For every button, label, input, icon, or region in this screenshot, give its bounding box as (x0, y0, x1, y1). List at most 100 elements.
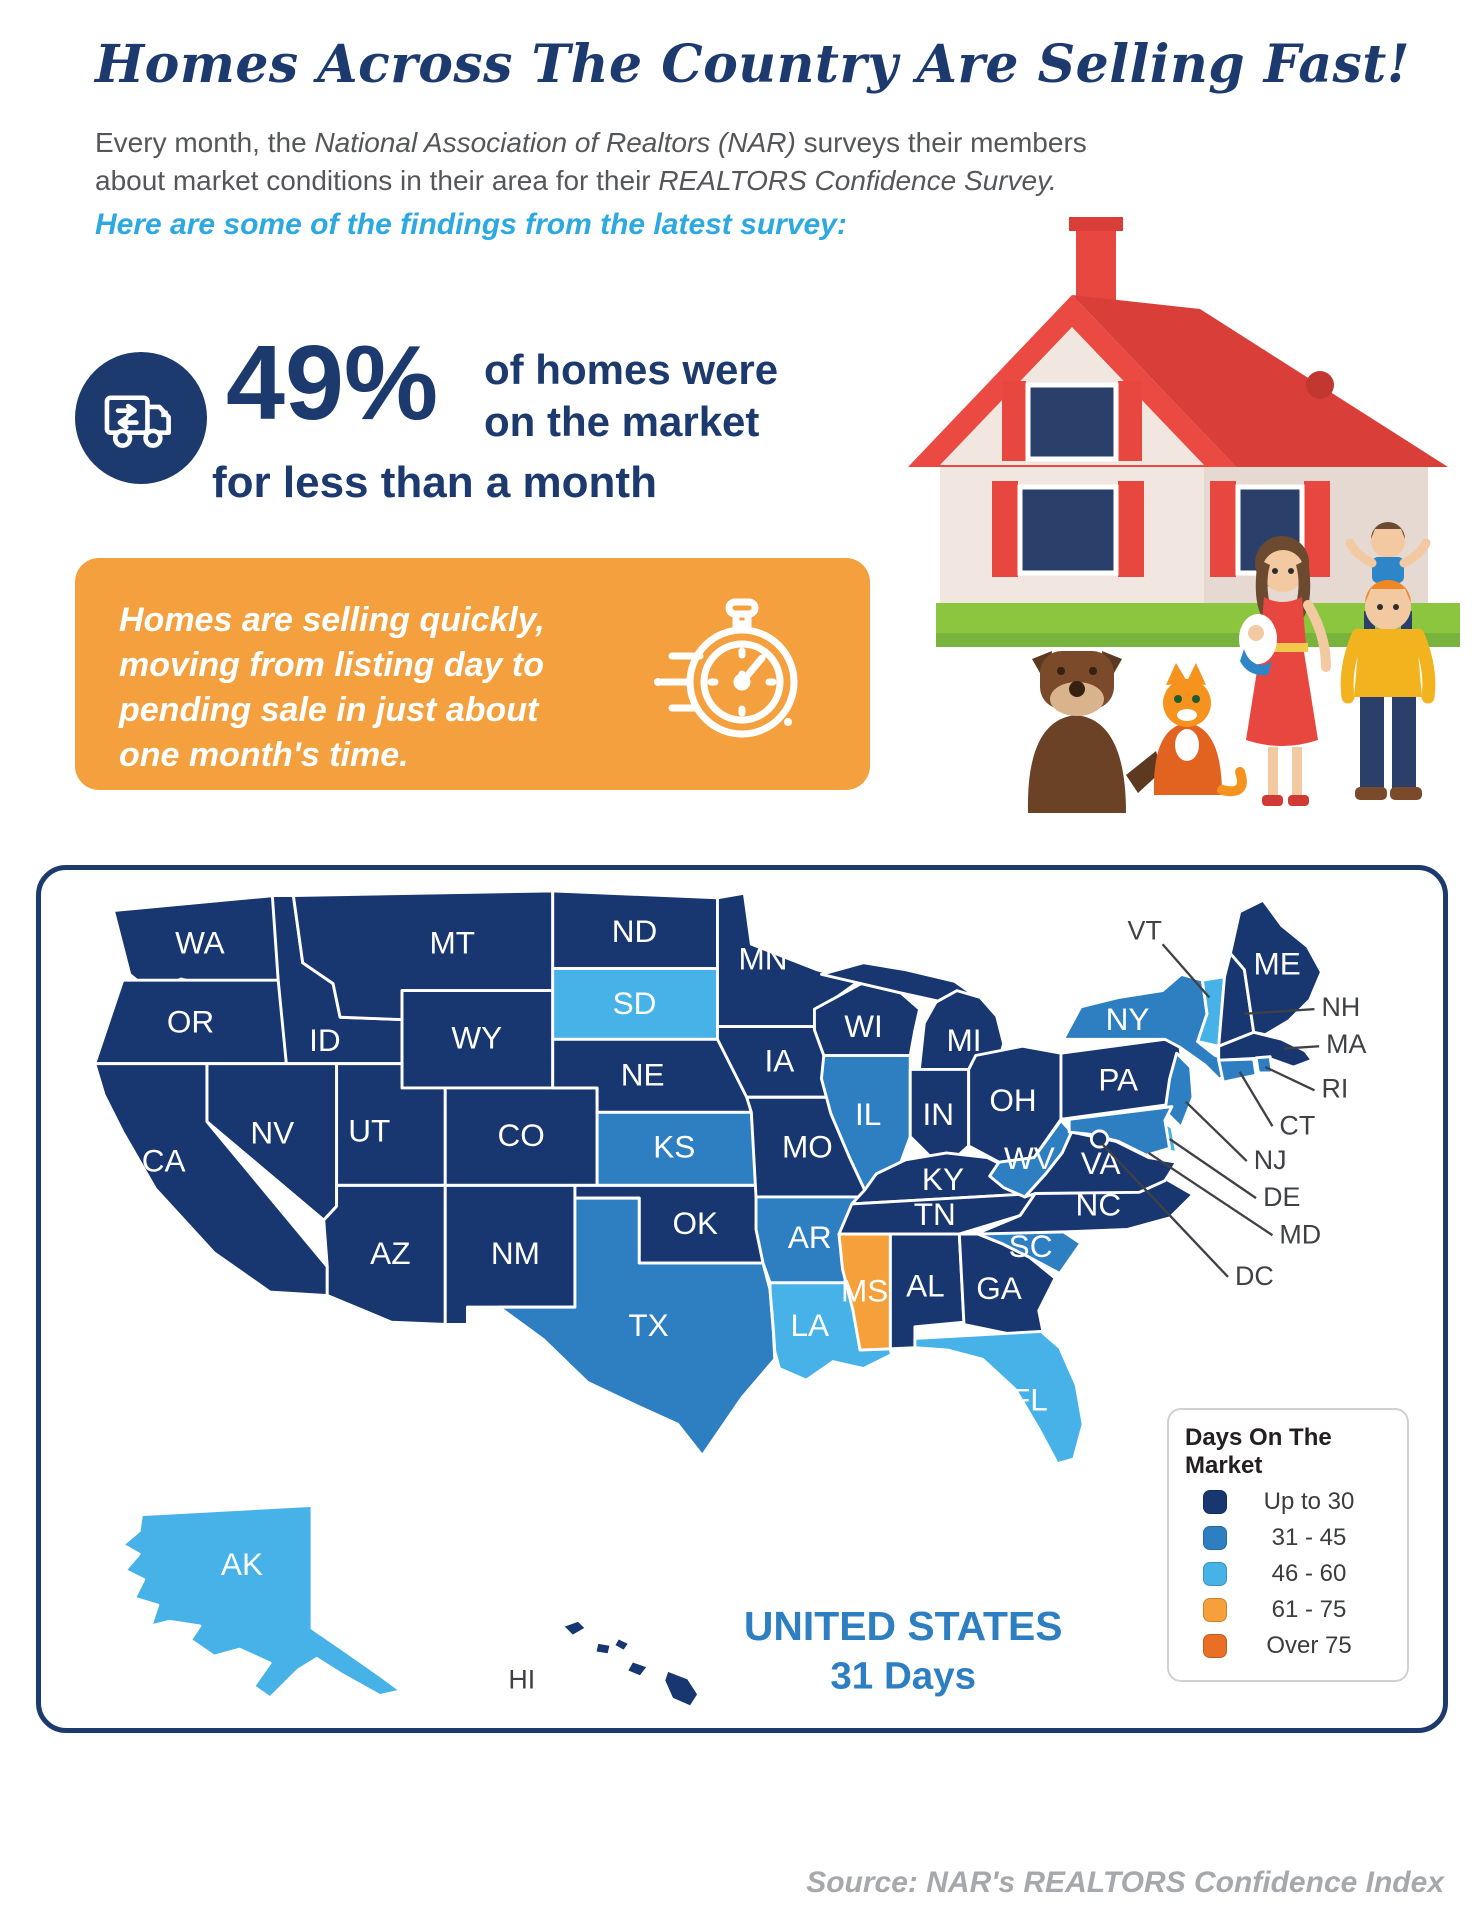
state-label-OK: OK (672, 1206, 718, 1241)
legend-item: Over 75 (1203, 1632, 1391, 1660)
state-labels-layer: WA OR CA NV ID MT WY UT CO AZ NM ND SD N… (142, 914, 1367, 1695)
state-label-ID: ID (309, 1023, 341, 1058)
state-label-NC: NC (1076, 1188, 1122, 1223)
state-label-IN: IN (923, 1097, 955, 1132)
state-label-DE: DE (1263, 1182, 1300, 1212)
truck-glyph (104, 395, 171, 448)
legend-label: 61 - 75 (1271, 1596, 1347, 1623)
state-label-WY: WY (451, 1021, 502, 1056)
state-HI (560, 1618, 701, 1709)
state-label-DC: DC (1235, 1261, 1274, 1291)
state-CA (93, 1062, 329, 1297)
state-label-AZ: AZ (370, 1236, 410, 1271)
state-label-AK: AK (221, 1547, 263, 1582)
shutter (992, 481, 1018, 577)
chimney (1076, 225, 1116, 301)
state-label-FL: FL (1011, 1382, 1048, 1417)
state-label-MT: MT (429, 926, 475, 961)
state-label-ME: ME (1253, 946, 1300, 981)
shutter (1002, 381, 1026, 461)
legend-label: 31 - 45 (1271, 1524, 1347, 1551)
state-NY (1061, 972, 1260, 1081)
roof-side (1072, 295, 1448, 467)
state-label-MS: MS (841, 1273, 888, 1308)
state-label-NM: NM (491, 1236, 540, 1271)
callout-lines (1100, 943, 1320, 1278)
callout-line-2: moving from listing day to (119, 646, 545, 684)
state-label-KY: KY (922, 1162, 964, 1197)
legend-item: 31 - 45 (1203, 1524, 1391, 1552)
state-label-LA: LA (790, 1308, 829, 1343)
stat-line-1: of homes were (484, 346, 779, 393)
state-label-PA: PA (1098, 1062, 1138, 1097)
state-label-NH: NH (1321, 992, 1360, 1022)
state-CT (1217, 1057, 1258, 1084)
state-label-WA: WA (175, 926, 225, 961)
shutter (1118, 381, 1142, 461)
state-label-VA: VA (1081, 1146, 1121, 1181)
state-label-IA: IA (764, 1044, 794, 1079)
legend-swatch-31-45 (1203, 1526, 1227, 1550)
father-with-boy (1340, 522, 1436, 800)
legend-swatch-61-75 (1203, 1598, 1227, 1622)
legend-label: Up to 30 (1263, 1488, 1355, 1515)
legend-title: Days On The Market (1185, 1424, 1332, 1479)
state-DC (1089, 1129, 1110, 1149)
state-label-WI: WI (844, 1009, 883, 1044)
state-label-AR: AR (788, 1220, 832, 1255)
callout-box: Homes are selling quickly, moving from l… (75, 558, 870, 790)
intro-line-1: Every month, the National Association of… (95, 127, 1087, 158)
state-label-CO: CO (498, 1118, 545, 1153)
state-label-MA: MA (1326, 1029, 1366, 1059)
state-MD (1067, 1105, 1174, 1157)
legend-item: 61 - 75 (1203, 1596, 1391, 1624)
state-label-IL: IL (855, 1097, 881, 1132)
state-label-MN: MN (739, 942, 788, 977)
callout-text: Homes are selling quickly, moving from l… (119, 598, 545, 778)
state-label-TX: TX (628, 1308, 668, 1343)
state-label-NJ: NJ (1254, 1145, 1287, 1175)
callout-line-4: one month's time. (119, 736, 409, 774)
stat-line-3: for less than a month (212, 458, 657, 507)
state-label-OH: OH (989, 1083, 1036, 1118)
legend-label: 46 - 60 (1271, 1560, 1347, 1587)
intro-paragraph: Every month, the National Association of… (95, 124, 1087, 200)
page-title: Homes Across The Country Are Selling Fas… (95, 34, 1411, 95)
intro-line-2: about market conditions in their area fo… (95, 165, 1057, 196)
legend-item: Up to 30 (1203, 1488, 1391, 1516)
gable-window (1025, 382, 1119, 462)
legend-item: 46 - 60 (1203, 1560, 1391, 1588)
state-label-GA: GA (976, 1271, 1022, 1306)
state-FL (913, 1330, 1085, 1466)
stat-value: 49% (226, 324, 439, 442)
legend-swatch-46-60 (1203, 1562, 1227, 1586)
findings-line: Here are some of the findings from the l… (95, 208, 847, 241)
state-label-CT: CT (1279, 1110, 1315, 1140)
cat (1153, 663, 1247, 797)
window (1017, 484, 1119, 576)
us-choropleth-map: WA OR CA NV ID MT WY UT CO AZ NM ND SD N… (93, 889, 1367, 1709)
state-label-MI: MI (946, 1023, 981, 1058)
stat-line-2: on the market (484, 398, 760, 445)
state-label-MD: MD (1279, 1219, 1321, 1249)
us-average-label: UNITED STATES (744, 1603, 1063, 1649)
state-TN (837, 1192, 1037, 1236)
family-house-illustration (908, 217, 1460, 813)
state-label-VT: VT (1128, 916, 1162, 946)
state-label-KS: KS (653, 1130, 695, 1165)
state-label-UT: UT (348, 1113, 390, 1148)
legend-label: Over 75 (1266, 1632, 1352, 1659)
states-layer (93, 889, 1323, 1709)
callout-line-1: Homes are selling quickly, (119, 601, 545, 639)
legend-swatch-over-75 (1203, 1634, 1227, 1658)
shutter (1118, 481, 1144, 577)
map-legend: Days On The Market Up to 30 31 - 45 46 -… (1167, 1408, 1409, 1682)
dog (1027, 651, 1162, 813)
state-VT (1196, 975, 1226, 1048)
callout-line-3: pending sale in just about (119, 691, 539, 729)
state-label-SD: SD (613, 986, 657, 1021)
state-TX (497, 1196, 777, 1457)
map-panel: WA OR CA NV ID MT WY UT CO AZ NM ND SD N… (36, 865, 1448, 1733)
state-WV (988, 1118, 1073, 1199)
